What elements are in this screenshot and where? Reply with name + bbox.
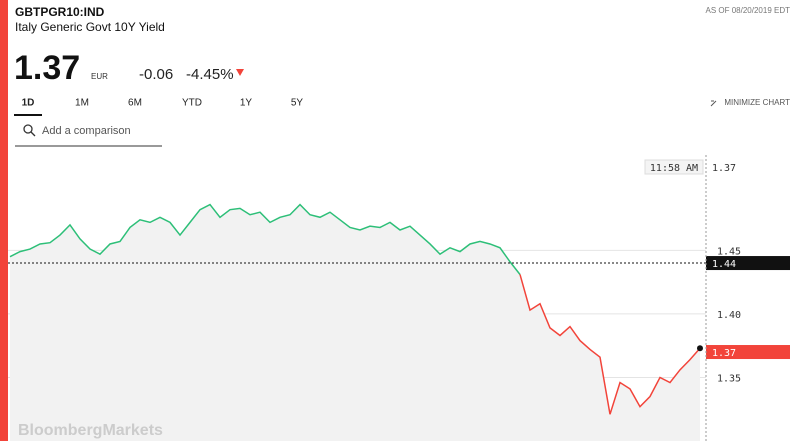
line-below <box>519 274 701 415</box>
minimize-icon <box>710 100 717 107</box>
y-tick-label: 1.35 <box>717 373 741 384</box>
crosshair-time-box <box>644 159 704 175</box>
tabs: 1D 1M 6M YTD 1Y 5Y <box>22 98 304 109</box>
comparison-input[interactable]: Add a comparison <box>42 125 131 137</box>
brand: BloombergMarkets <box>18 422 163 439</box>
last-point <box>697 345 703 352</box>
y-tick-label: 1.40 <box>717 310 741 321</box>
last-value-box <box>706 345 790 360</box>
crosshair-time: 11:58 AM <box>650 163 698 174</box>
area <box>10 204 700 441</box>
currency: EUR <box>91 72 108 81</box>
line-above <box>9 203 521 275</box>
previous-close-box <box>706 256 790 271</box>
tab[interactable]: 5Y <box>291 98 304 109</box>
tab[interactable]: 1D <box>22 98 35 109</box>
security-name: Italy Generic Govt 10Y Yield <box>15 20 165 34</box>
as-of: AS OF 08/20/2019 EDT <box>706 6 791 15</box>
price: 1.37 <box>14 49 80 87</box>
accent-bar <box>0 0 8 441</box>
previous-close-label: 1.44 <box>712 259 736 270</box>
minimize-chart[interactable]: MINIMIZE CHART <box>724 98 790 107</box>
change: -0.06 <box>139 66 173 83</box>
down-arrow <box>236 69 244 76</box>
tab[interactable]: 6M <box>128 98 142 109</box>
y-tick-label: 1.45 <box>717 246 741 257</box>
last-value-label: 1.37 <box>712 348 736 359</box>
tab[interactable]: 1Y <box>240 98 253 109</box>
change-percent: -4.45% <box>186 66 234 83</box>
tab[interactable]: 1M <box>75 98 89 109</box>
crosshair-value: 1.37 <box>712 163 736 174</box>
search-icon <box>23 124 36 137</box>
tab[interactable]: YTD <box>182 98 202 109</box>
plot: 1.45 1.40 1.35 1.44 1.37 11:58 AM 1.37 <box>8 155 790 441</box>
ticker: GBTPGR10:IND <box>15 5 105 19</box>
